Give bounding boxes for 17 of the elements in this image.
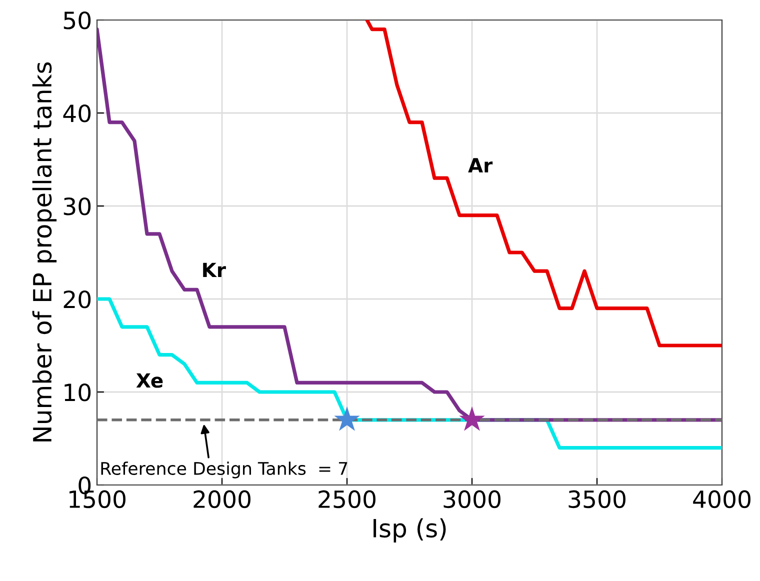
x-tick-label: 2500 bbox=[318, 490, 376, 508]
x-tick-label: 4000 bbox=[693, 490, 750, 508]
x-tick-label: 3500 bbox=[568, 490, 626, 508]
line-series bbox=[365, 20, 722, 348]
y-tick-label: 40 bbox=[63, 104, 91, 122]
x-axis-title: Isp (s) bbox=[374, 518, 446, 542]
series-label: Ar bbox=[468, 158, 493, 172]
series-label: Kr bbox=[203, 262, 226, 278]
x-tick-label: 2000 bbox=[194, 490, 250, 508]
y-axis-title: Number of EP propellant tanks bbox=[32, 62, 57, 442]
annotation: Reference Design Tanks = 7 bbox=[101, 462, 348, 478]
y-tick-label: 20 bbox=[64, 290, 91, 308]
y-tick-label: 50 bbox=[64, 11, 91, 30]
x-tick-label: 3000 bbox=[444, 490, 500, 508]
series-label: Xe bbox=[136, 373, 163, 388]
y-tick-label: 30 bbox=[64, 197, 91, 216]
y-tick-label: 10 bbox=[64, 383, 91, 402]
